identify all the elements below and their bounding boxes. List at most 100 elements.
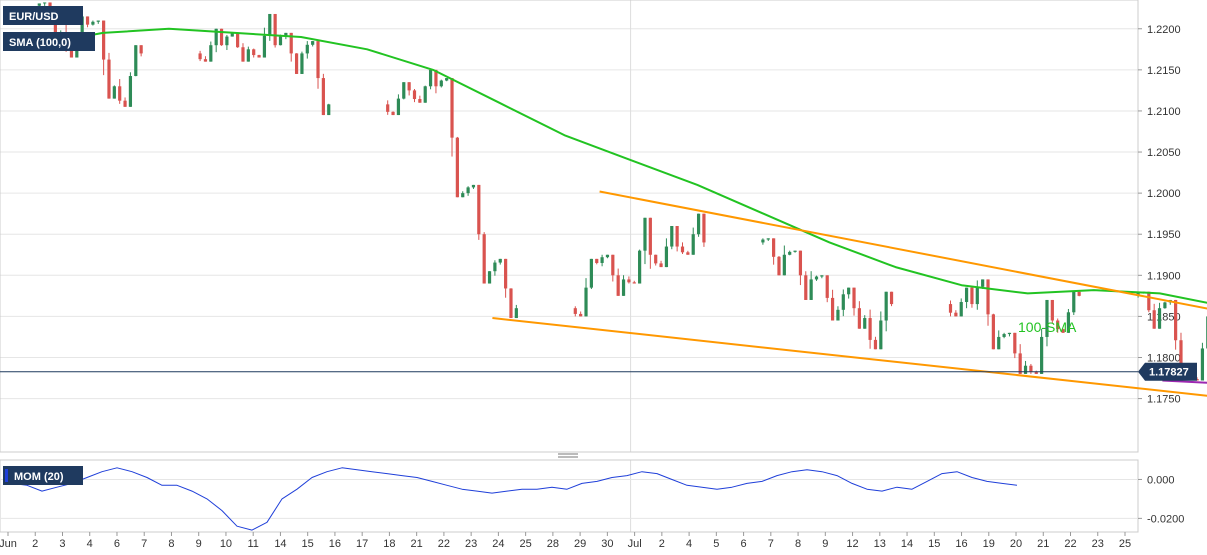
candle[interactable]	[782, 245, 786, 276]
candle[interactable]	[300, 51, 304, 74]
pane-splitter-handle[interactable]	[558, 453, 578, 458]
candle[interactable]	[1045, 299, 1049, 347]
candle[interactable]	[621, 275, 626, 296]
candle[interactable]	[1018, 344, 1022, 374]
support-line[interactable]	[1162, 379, 1207, 393]
candle[interactable]	[445, 78, 449, 82]
candle[interactable]	[836, 306, 840, 321]
sma-100-line[interactable]	[36, 27, 1207, 325]
candle[interactable]	[1077, 291, 1081, 297]
candle[interactable]	[466, 186, 470, 196]
candle[interactable]	[798, 250, 803, 286]
candle[interactable]	[675, 226, 679, 252]
candle[interactable]	[820, 275, 824, 279]
candle[interactable]	[252, 48, 256, 58]
candle[interactable]	[1152, 303, 1156, 329]
candle[interactable]	[1056, 318, 1060, 333]
candle[interactable]	[847, 287, 851, 299]
candle[interactable]	[477, 184, 481, 240]
candle[interactable]	[616, 268, 620, 296]
candle[interactable]	[123, 97, 127, 107]
candle[interactable]	[879, 311, 883, 350]
candle[interactable]	[654, 254, 658, 266]
candle[interactable]	[498, 258, 502, 265]
candle[interactable]	[386, 100, 390, 115]
candle[interactable]	[1002, 332, 1006, 339]
candle[interactable]	[611, 254, 615, 282]
candle[interactable]	[461, 191, 465, 198]
candle[interactable]	[294, 53, 299, 74]
candle[interactable]	[225, 34, 229, 51]
candle[interactable]	[793, 250, 797, 253]
candle[interactable]	[589, 258, 593, 290]
candle[interactable]	[680, 242, 685, 254]
candle[interactable]	[102, 20, 106, 76]
candle[interactable]	[638, 249, 642, 284]
candle[interactable]	[788, 250, 792, 256]
candle[interactable]	[948, 300, 953, 317]
candle[interactable]	[975, 280, 979, 310]
candle[interactable]	[514, 304, 518, 319]
candle[interactable]	[809, 271, 813, 300]
candle[interactable]	[605, 254, 610, 259]
candle[interactable]	[418, 95, 422, 103]
candle[interactable]	[268, 13, 272, 41]
candle[interactable]	[884, 291, 888, 332]
candle[interactable]	[1147, 291, 1151, 313]
candle[interactable]	[289, 32, 293, 62]
candle[interactable]	[439, 79, 443, 88]
candle[interactable]	[241, 43, 245, 62]
candle[interactable]	[868, 309, 872, 349]
candle[interactable]	[455, 136, 459, 198]
candle[interactable]	[1174, 299, 1178, 350]
candle[interactable]	[1195, 377, 1199, 381]
candle[interactable]	[766, 238, 770, 241]
candle[interactable]	[670, 226, 674, 250]
candle[interactable]	[632, 280, 636, 284]
candle[interactable]	[493, 260, 497, 276]
candle[interactable]	[964, 287, 969, 309]
candle[interactable]	[504, 258, 508, 298]
candle[interactable]	[772, 238, 776, 265]
candle[interactable]	[209, 41, 213, 62]
candle[interactable]	[1013, 332, 1017, 359]
candle[interactable]	[391, 111, 395, 116]
channel-top-line[interactable]	[599, 190, 1207, 342]
candle[interactable]	[262, 27, 267, 58]
candle[interactable]	[579, 311, 583, 317]
candle[interactable]	[412, 88, 417, 103]
candle[interactable]	[273, 13, 277, 48]
candle[interactable]	[423, 85, 427, 103]
candle[interactable]	[852, 287, 856, 316]
candle[interactable]	[1029, 363, 1033, 374]
candle[interactable]	[246, 46, 250, 62]
candle[interactable]	[691, 227, 695, 255]
candle[interactable]	[686, 250, 690, 255]
candle[interactable]	[1034, 370, 1038, 374]
candle[interactable]	[702, 213, 706, 247]
candle[interactable]	[1050, 299, 1054, 324]
candle[interactable]	[804, 271, 808, 300]
candle[interactable]	[509, 288, 513, 319]
candle[interactable]	[659, 260, 663, 268]
candle[interactable]	[1163, 301, 1167, 309]
candle[interactable]	[1066, 308, 1071, 333]
candle[interactable]	[321, 73, 325, 116]
candle[interactable]	[450, 78, 454, 157]
candle[interactable]	[1157, 302, 1162, 329]
candle[interactable]	[487, 271, 492, 284]
candle[interactable]	[1072, 291, 1076, 316]
candle[interactable]	[139, 45, 143, 57]
candle[interactable]	[316, 41, 320, 89]
candle[interactable]	[648, 217, 652, 269]
candle[interactable]	[43, 2, 47, 6]
candle[interactable]	[1007, 332, 1012, 337]
candle[interactable]	[986, 279, 990, 326]
candle[interactable]	[959, 298, 963, 317]
candle[interactable]	[595, 258, 599, 265]
candle[interactable]	[814, 275, 819, 281]
candle[interactable]	[257, 54, 261, 58]
candle[interactable]	[954, 310, 958, 317]
candle[interactable]	[863, 315, 867, 329]
